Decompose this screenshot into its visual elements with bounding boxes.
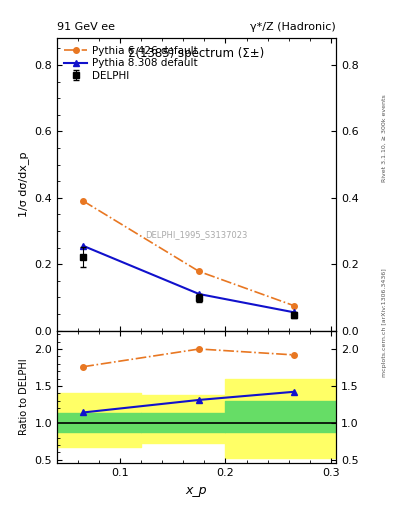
Pythia 8.308 default	[81, 243, 86, 249]
Pythia 6.426 default	[197, 268, 202, 274]
Pythia 8.308 default	[197, 291, 202, 297]
X-axis label: x_p: x_p	[186, 484, 207, 497]
Line: Pythia 8.308 default: Pythia 8.308 default	[80, 242, 298, 316]
Text: γ*/Z (Hadronic): γ*/Z (Hadronic)	[250, 22, 336, 32]
Text: Rivet 3.1.10, ≥ 300k events: Rivet 3.1.10, ≥ 300k events	[382, 94, 387, 182]
Text: Σ(1385) spectrum (Σ±): Σ(1385) spectrum (Σ±)	[129, 47, 264, 60]
Line: Pythia 6.426 default: Pythia 6.426 default	[81, 198, 297, 308]
Y-axis label: 1/σ dσ/dx_p: 1/σ dσ/dx_p	[18, 152, 29, 217]
Text: mcplots.cern.ch [arXiv:1306.3436]: mcplots.cern.ch [arXiv:1306.3436]	[382, 268, 387, 377]
Pythia 6.426 default	[81, 198, 86, 204]
Pythia 8.308 default	[292, 309, 296, 315]
Pythia 6.426 default	[292, 303, 296, 309]
Legend: Pythia 6.426 default, Pythia 8.308 default, DELPHI: Pythia 6.426 default, Pythia 8.308 defau…	[62, 44, 200, 83]
Text: DELPHI_1995_S3137023: DELPHI_1995_S3137023	[145, 230, 248, 239]
Y-axis label: Ratio to DELPHI: Ratio to DELPHI	[19, 358, 29, 435]
Text: 91 GeV ee: 91 GeV ee	[57, 22, 115, 32]
